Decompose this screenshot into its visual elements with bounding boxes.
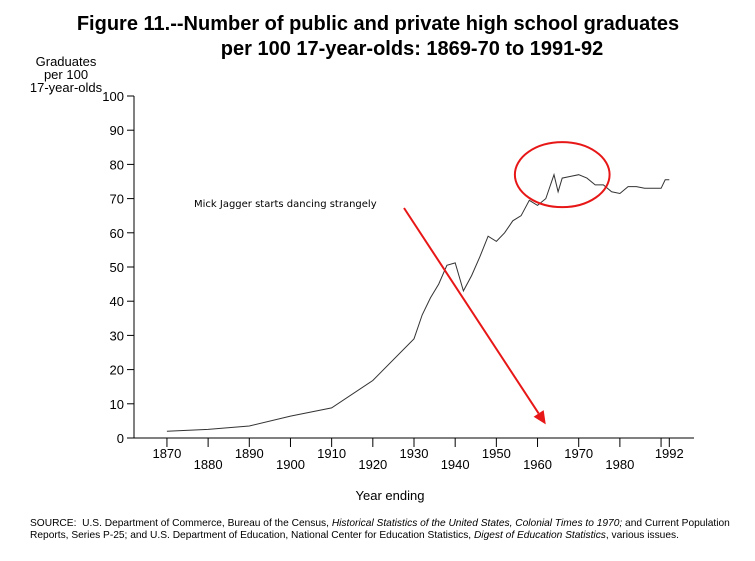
- source-part3: , various issues.: [605, 530, 679, 541]
- y-tick-label: 100: [102, 89, 124, 104]
- x-tick-label: 1960: [523, 457, 552, 472]
- x-tick-label: 1970: [564, 446, 593, 461]
- y-tick-label: 40: [110, 294, 124, 309]
- x-axis-label: Year ending: [356, 488, 425, 503]
- y-tick-label: 90: [110, 123, 124, 138]
- y-tick-label: 20: [110, 363, 124, 378]
- x-ticks: 1870 1890 1910 1930 1950 1970 1992 1880 1900 1920…: [152, 438, 684, 472]
- annotation-circle: [513, 141, 611, 209]
- x-tick-label: 1920: [358, 457, 387, 472]
- x-tick-label: 1992: [655, 446, 684, 461]
- graduates-series-line: [166, 172, 670, 432]
- y-tick-label: 0: [117, 431, 124, 446]
- x-tick-label: 1910: [317, 446, 346, 461]
- x-tick-label: 1940: [441, 457, 470, 472]
- source-part1: U.S. Department of Commerce, Bureau of t…: [82, 518, 332, 529]
- y-tick-label: 80: [110, 157, 124, 172]
- y-axis-label-line2: per 100: [44, 67, 88, 82]
- x-tick-label: 1900: [276, 457, 305, 472]
- y-tick-label: 50: [110, 260, 124, 275]
- x-tick-label: 1880: [194, 457, 223, 472]
- y-ticks: 0 10 20 30 40 50 60 70 80 90 100: [102, 89, 134, 446]
- y-tick-label: 10: [110, 397, 124, 412]
- source-italic1: Historical Statistics of the United Stat…: [331, 518, 623, 529]
- y-tick-label: 70: [110, 192, 124, 207]
- y-axis-label-line3: 17-year-olds: [30, 80, 103, 95]
- annotation-arrowhead: [533, 410, 546, 425]
- y-axis-label-line1: Graduates: [36, 54, 97, 69]
- x-tick-label: 1930: [400, 446, 429, 461]
- y-tick-label: 30: [110, 328, 124, 343]
- y-tick-label: 60: [110, 226, 124, 241]
- annotation-arrow: [403, 207, 540, 414]
- x-tick-label: 1980: [605, 457, 634, 472]
- x-tick-label: 1950: [482, 446, 511, 461]
- source-note: SOURCE: U.S. Department of Commerce, Bur…: [30, 518, 742, 542]
- source-part2: and Current Population Reports, Series P…: [30, 518, 730, 541]
- chart-title-line1: Figure 11.--Number of public and private…: [77, 13, 679, 35]
- source-label: SOURCE:: [30, 518, 77, 529]
- x-tick-label: 1890: [235, 446, 264, 461]
- x-tick-label: 1870: [152, 446, 181, 461]
- chart-title-line2: per 100 17-year-olds: 1869-70 to 1991-92: [221, 38, 603, 60]
- source-italic2: Digest of Education Statistics: [473, 530, 606, 541]
- annotation-text: Mick Jagger starts dancing strangely: [194, 199, 377, 210]
